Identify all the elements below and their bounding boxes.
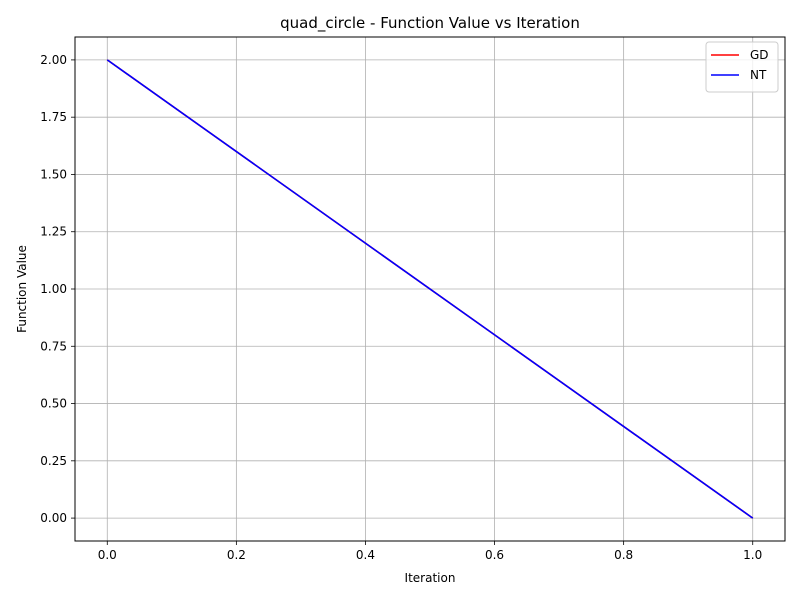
y-tick-label: 1.75: [40, 110, 67, 124]
x-tick-label: 0.8: [614, 548, 633, 562]
legend: GD NT: [705, 41, 779, 93]
x-tick-label: 0.0: [98, 548, 117, 562]
y-tick-label: 0.75: [40, 339, 67, 353]
x-axis: 0.0 0.2 0.4 0.6 0.8 1.0: [98, 541, 762, 562]
y-tick-label: 0.50: [40, 397, 67, 411]
x-tick-label: 0.2: [227, 548, 246, 562]
y-tick-label: 0.25: [40, 454, 67, 468]
legend-label-gd: GD: [750, 48, 769, 62]
grid: [75, 37, 785, 541]
x-tick-label: 1.0: [743, 548, 762, 562]
y-tick-label: 1.00: [40, 282, 67, 296]
series-group: [106, 59, 754, 519]
y-axis-label: Function Value: [15, 245, 29, 333]
x-axis-label: Iteration: [405, 571, 456, 585]
chart-title: quad_circle - Function Value vs Iteratio…: [280, 14, 580, 33]
x-tick-label: 0.6: [485, 548, 504, 562]
y-axis: 0.00 0.25 0.50 0.75 1.00 1.25 1.50 1.75 2.00: [40, 53, 75, 525]
y-tick-label: 0.00: [40, 511, 67, 525]
series-line-nt: [106, 59, 754, 519]
y-tick-label: 2.00: [40, 53, 67, 67]
legend-label-nt: NT: [750, 68, 767, 82]
x-tick-label: 0.4: [356, 548, 375, 562]
y-tick-label: 1.25: [40, 225, 67, 239]
y-tick-label: 1.50: [40, 167, 67, 181]
